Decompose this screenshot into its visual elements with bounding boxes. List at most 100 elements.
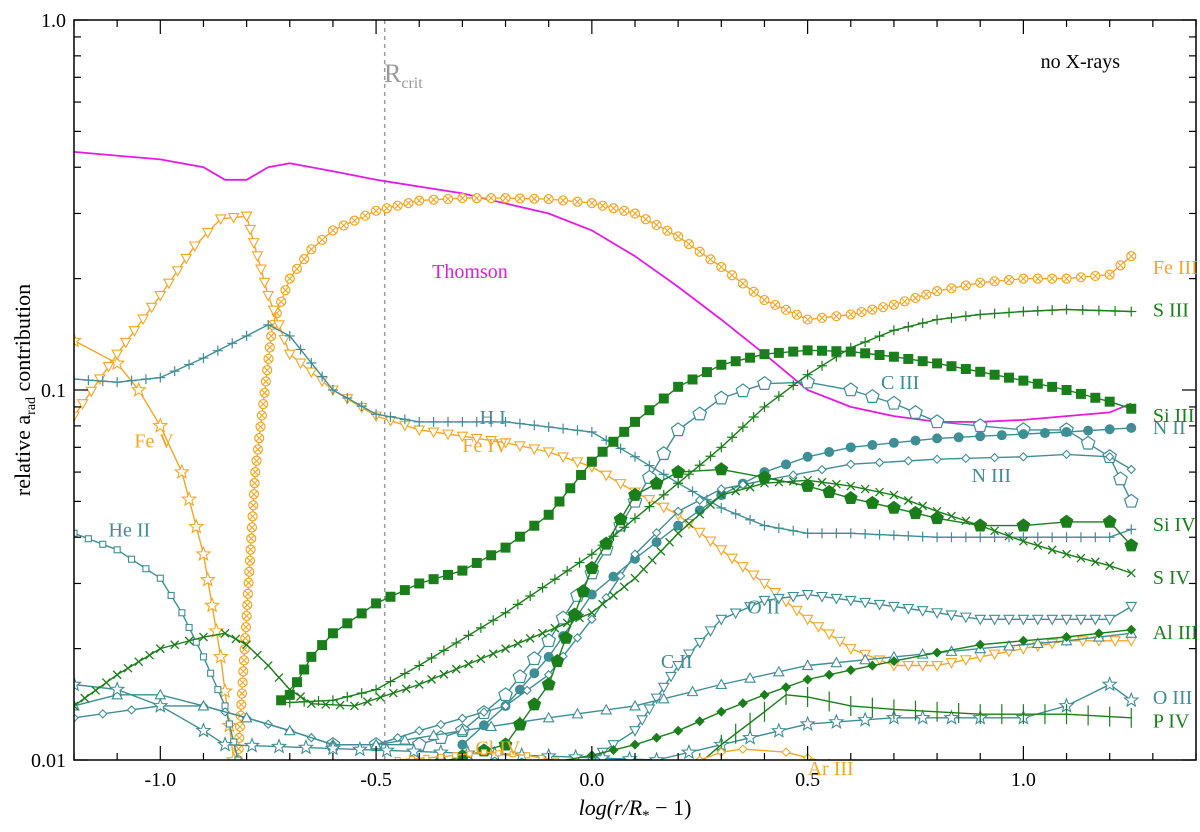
data-point (1033, 541, 1043, 551)
data-point (93, 374, 106, 386)
data-point (726, 553, 739, 565)
data-point (74, 411, 80, 423)
data-point (975, 431, 986, 442)
data-point (428, 574, 439, 585)
data-point (142, 565, 150, 573)
series-line (74, 453, 1132, 746)
data-point (576, 469, 587, 480)
data-point (456, 431, 469, 443)
data-point (594, 749, 611, 760)
data-point (342, 691, 353, 702)
data-point (513, 441, 526, 452)
data-point-mark (258, 412, 266, 419)
data-point-mark (262, 378, 270, 385)
data-point (773, 347, 784, 358)
data-point (737, 698, 748, 709)
data-point (727, 432, 738, 443)
data-point-mark (300, 255, 308, 263)
data-point-mark (804, 316, 812, 323)
data-point (788, 525, 799, 536)
data-point (188, 518, 205, 534)
series-line (74, 151, 1132, 423)
data-point (1074, 614, 1087, 626)
data-point (773, 523, 784, 534)
data-point (1126, 464, 1137, 475)
data-point (759, 520, 770, 531)
data-point (127, 555, 136, 563)
data-point (126, 375, 137, 386)
data-point (889, 490, 899, 500)
data-point (216, 736, 234, 752)
data-point (874, 457, 885, 468)
data-point (526, 651, 542, 666)
data-point-mark (868, 306, 876, 313)
data-point (716, 706, 727, 717)
data-point (656, 546, 666, 556)
x-tick-label: -0.5 (360, 769, 392, 791)
data-point (1110, 306, 1121, 317)
data-point (212, 648, 229, 664)
data-point (572, 425, 583, 436)
data-point (887, 601, 900, 613)
data-point (457, 565, 468, 576)
data-point (960, 363, 971, 374)
data-point-mark (266, 344, 274, 351)
series-thomson (74, 151, 1132, 423)
data-point (543, 509, 554, 520)
data-point (1109, 636, 1122, 647)
data-point (857, 711, 874, 727)
data-point (644, 460, 655, 471)
x-axis-label: log(r/R* − 1) (579, 795, 692, 824)
data-point (1061, 385, 1072, 395)
data-point (247, 238, 260, 249)
data-point (97, 376, 108, 387)
data-point (802, 674, 813, 685)
data-point (802, 451, 813, 462)
data-point (932, 532, 943, 543)
data-point-mark (847, 311, 855, 318)
data-point (586, 589, 597, 600)
data-point (169, 366, 180, 377)
series-line (74, 683, 1132, 760)
data-point (457, 763, 467, 773)
data-point (509, 751, 516, 758)
series-layer (74, 20, 1140, 773)
data-point-mark (663, 227, 671, 235)
data-point (327, 628, 338, 639)
data-point (137, 314, 149, 326)
data-point (744, 672, 757, 683)
data-point (428, 416, 439, 427)
data-point (291, 677, 302, 688)
data-point-mark (243, 612, 251, 620)
data-point (1089, 614, 1102, 626)
data-point-mark (265, 355, 272, 363)
label-c-ii: C II (661, 651, 693, 673)
data-point-mark (405, 199, 412, 207)
data-point (285, 685, 295, 695)
data-point (488, 615, 499, 626)
data-point-mark (890, 301, 898, 309)
data-point-mark (249, 512, 256, 520)
data-point (350, 701, 359, 711)
series-si-iv (434, 462, 1139, 760)
data-point (1126, 422, 1137, 433)
data-point (529, 520, 540, 531)
data-point (562, 618, 572, 628)
data-point (643, 704, 656, 716)
data-point (799, 715, 816, 732)
data-point-mark (707, 255, 714, 263)
data-point (1047, 305, 1058, 316)
data-point (960, 311, 971, 322)
data-point (276, 695, 287, 706)
data-point (903, 496, 913, 505)
data-point (255, 264, 267, 276)
data-point (989, 532, 1000, 543)
data-point (695, 755, 705, 760)
data-point-mark (976, 279, 984, 287)
series-fe-iii (232, 193, 1137, 760)
data-point (1018, 306, 1029, 317)
data-point-mark (248, 524, 256, 531)
data-point-mark (685, 240, 693, 248)
data-point (99, 540, 107, 548)
